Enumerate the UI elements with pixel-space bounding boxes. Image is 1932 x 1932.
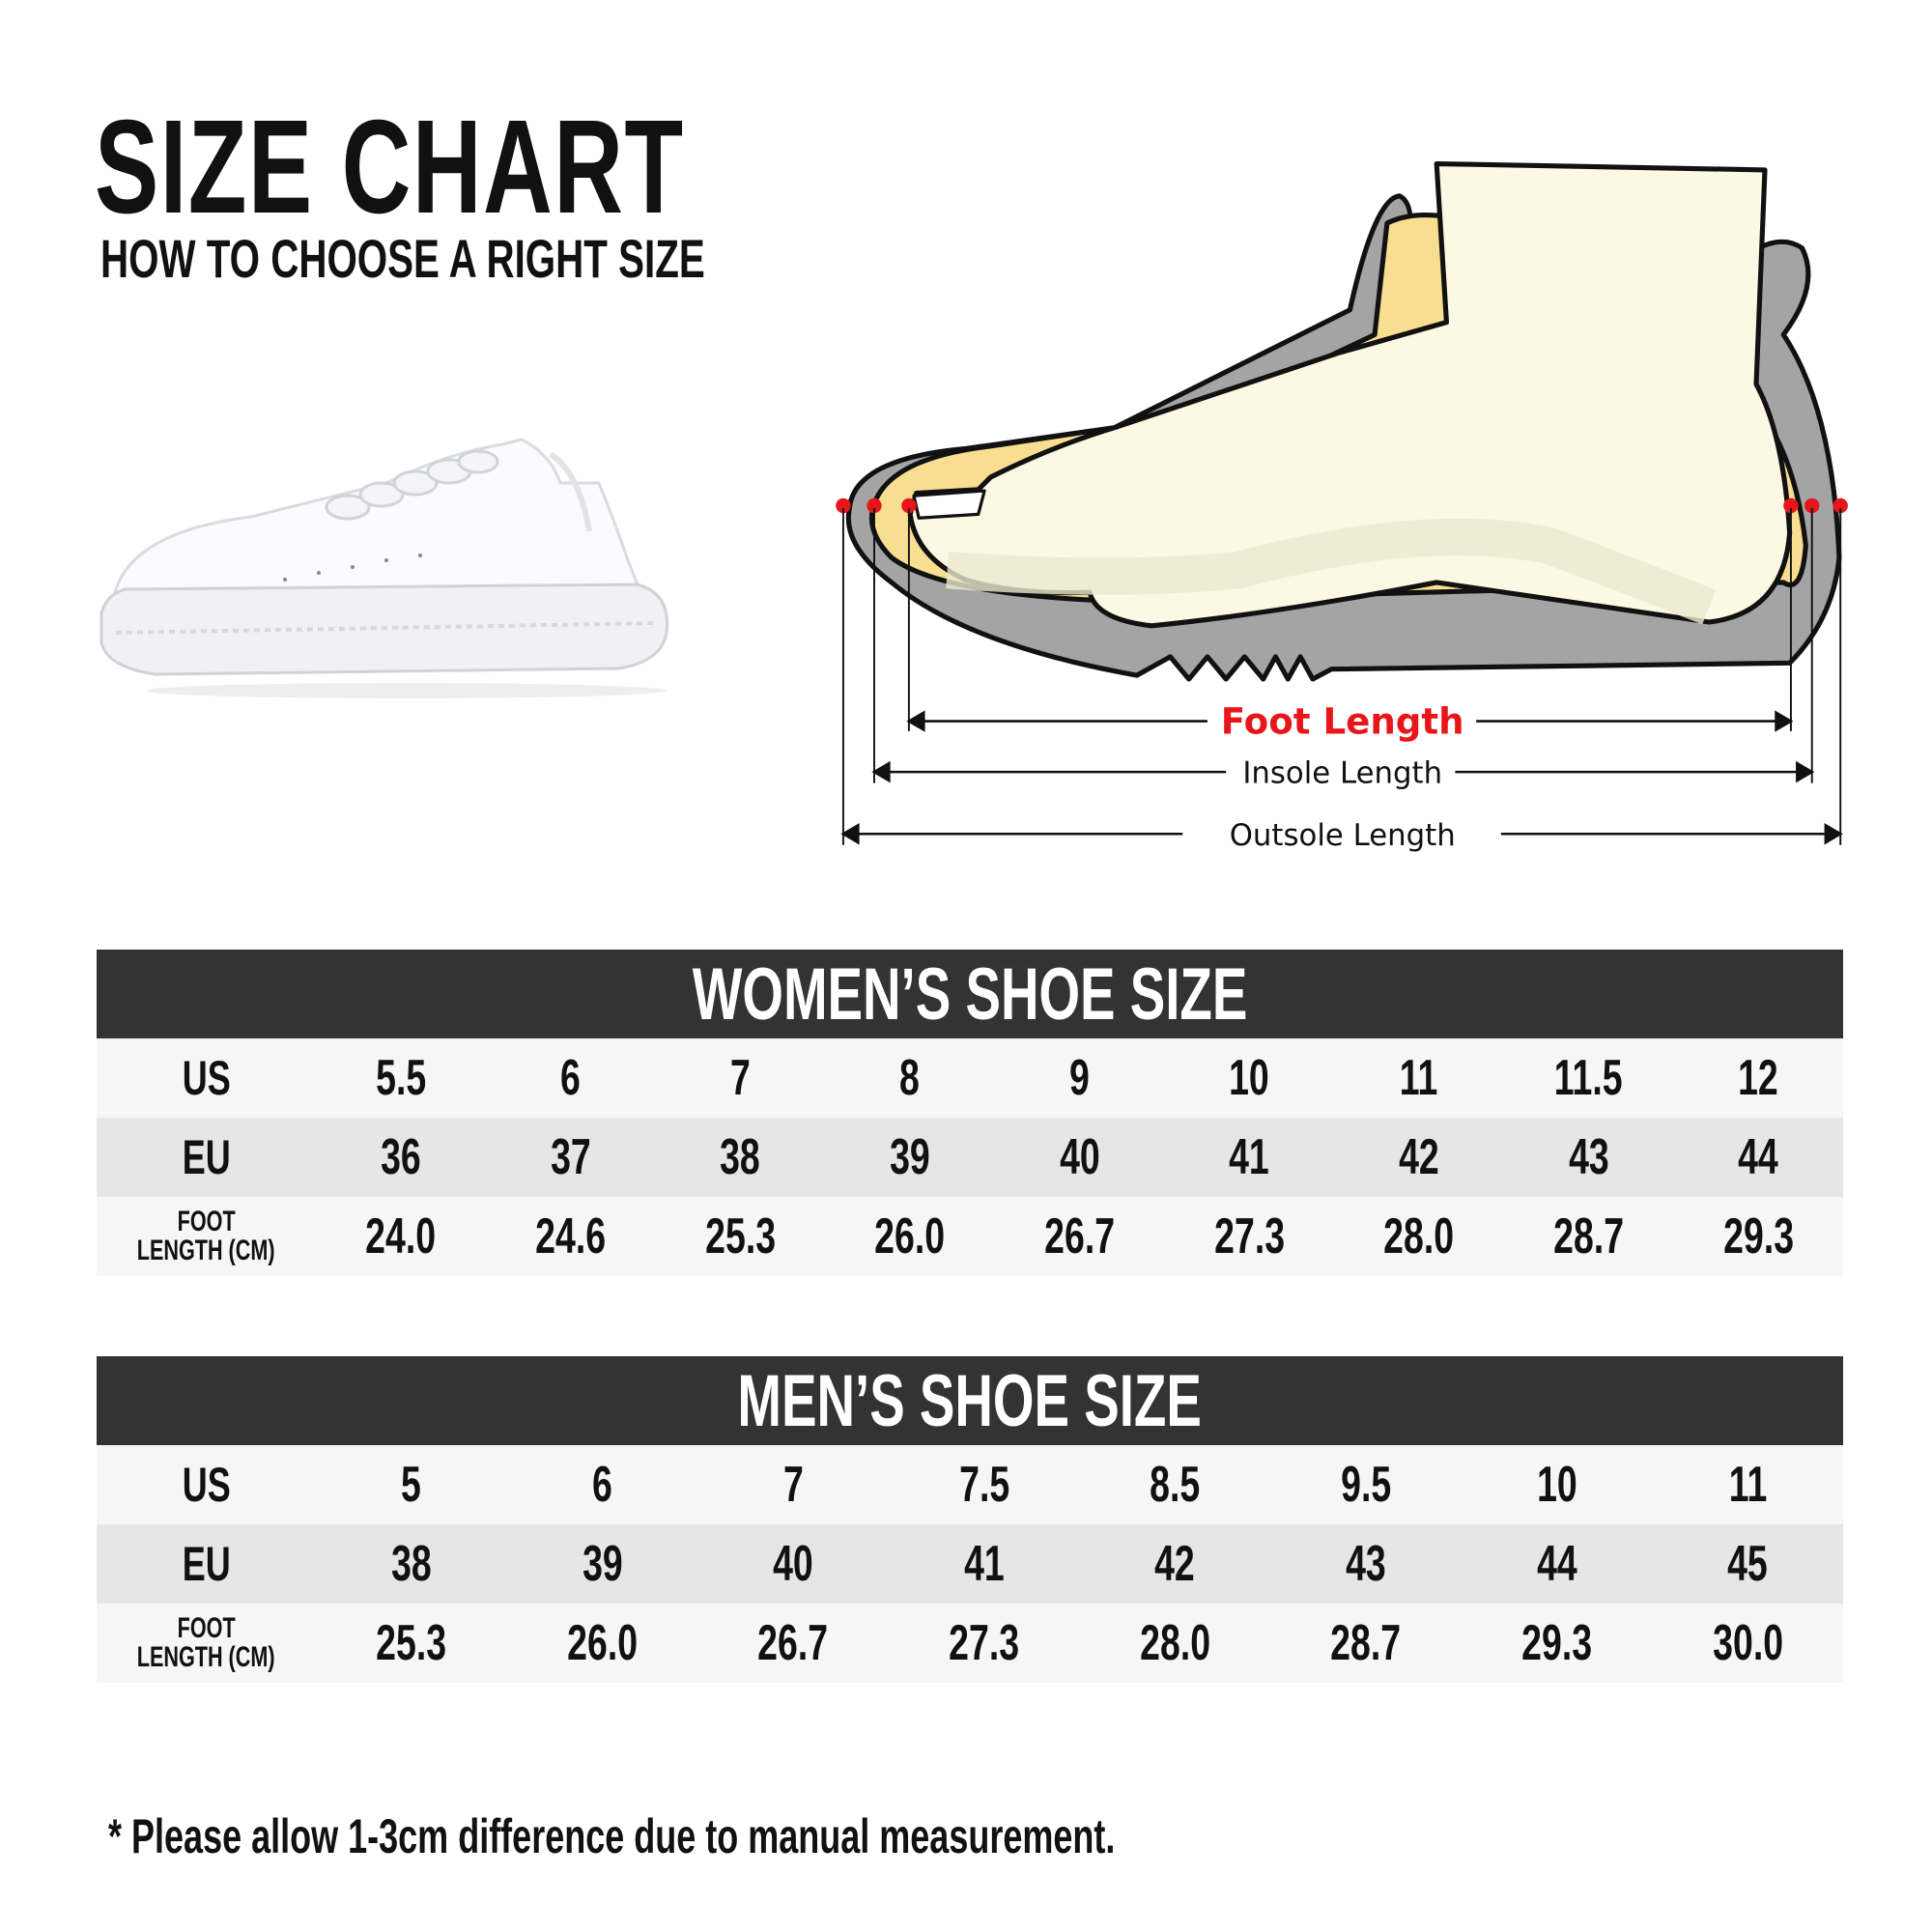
sneaker-image [99, 438, 669, 698]
size-cell: 44 [1536, 1536, 1577, 1592]
table-row-cm: FOOT LENGTH (CM) 24.0 24.6 25.3 26.0 26.7 27.3 2… [97, 1197, 1843, 1276]
size-cell: 42 [1399, 1129, 1439, 1185]
size-cell: 26.7 [757, 1615, 829, 1671]
size-cell: 43 [1346, 1536, 1386, 1592]
size-cell: 30.0 [1712, 1615, 1783, 1671]
mens-table-title: MEN’S SHOE SIZE [97, 1356, 1843, 1445]
size-cell: 10 [1229, 1050, 1270, 1106]
table-row-eu: EU 38 39 40 41 42 43 44 45 [97, 1524, 1843, 1604]
size-cell: 25.3 [376, 1615, 447, 1671]
size-cell: 7 [782, 1457, 804, 1513]
size-cell: 40 [773, 1536, 813, 1592]
size-cell: 12 [1738, 1050, 1779, 1106]
size-cell: 28.0 [1383, 1208, 1455, 1264]
size-cell: 39 [890, 1129, 930, 1185]
size-cell: 8 [899, 1050, 921, 1106]
size-cell: 5.5 [375, 1050, 426, 1106]
size-cell: 6 [560, 1050, 581, 1106]
size-cell: 42 [1154, 1536, 1196, 1592]
size-cell: 26.0 [874, 1208, 946, 1264]
size-cell: 11 [1728, 1457, 1767, 1513]
size-cell: 29.3 [1521, 1615, 1593, 1671]
size-cell: 44 [1738, 1129, 1779, 1185]
size-cell: 29.3 [1722, 1208, 1794, 1264]
outsole-length-label: Outsole Length [1230, 818, 1456, 853]
size-cell: 25.3 [704, 1208, 776, 1264]
size-cell: 6 [592, 1457, 612, 1513]
size-cell: 41 [1229, 1129, 1270, 1185]
size-cell: 28.0 [1139, 1615, 1210, 1671]
size-cell: 39 [582, 1536, 623, 1592]
womens-size-table: WOMEN’S SHOE SIZE US 5.5 6 7 8 9 10 11 11.5 12 EU… [97, 950, 1843, 1276]
size-cell: 5 [401, 1457, 422, 1513]
size-cell: 8.5 [1150, 1457, 1201, 1513]
size-cell: 26.0 [566, 1615, 638, 1671]
page-subtitle: HOW TO CHOOSE A RIGHT SIZE [100, 228, 705, 289]
size-cell: 27.3 [949, 1615, 1020, 1671]
insole-length-label: Insole Length [1242, 756, 1442, 791]
size-cell: 36 [381, 1129, 421, 1185]
table-row-us: US 5 6 7 7.5 8.5 9.5 10 11 [97, 1445, 1843, 1524]
size-cell: 11.5 [1554, 1050, 1623, 1106]
size-cell: 28.7 [1553, 1208, 1624, 1264]
size-cell: 24.6 [535, 1208, 606, 1264]
size-cell: 41 [963, 1536, 1005, 1592]
mens-size-table: MEN’S SHOE SIZE US 5 6 7 7.5 8.5 9.5 10 11 EU 38 3… [97, 1356, 1843, 1683]
size-cell: 45 [1727, 1536, 1769, 1592]
table-row-eu: EU 36 37 38 39 40 41 42 43 44 [97, 1118, 1843, 1197]
size-cell: 27.3 [1213, 1208, 1285, 1264]
size-cell: 38 [720, 1129, 760, 1185]
table-row-us: US 5.5 6 7 8 9 10 11 11.5 12 [97, 1038, 1843, 1118]
size-cell: 38 [390, 1536, 432, 1592]
size-cell: 37 [550, 1129, 591, 1185]
size-cell: 40 [1059, 1129, 1100, 1185]
foot-measurement-diagram: Foot Length Insole Length Outsole Length [836, 160, 1848, 853]
size-cell: 10 [1536, 1457, 1577, 1513]
womens-table-title: WOMEN’S SHOE SIZE [97, 950, 1843, 1038]
size-cell: 43 [1568, 1129, 1609, 1185]
size-cell: 26.7 [1044, 1208, 1115, 1264]
size-cell: 28.7 [1330, 1615, 1402, 1671]
size-cell: 9 [1069, 1050, 1090, 1106]
foot [907, 160, 1793, 629]
size-cell: 11 [1400, 1050, 1438, 1106]
size-cell: 7 [729, 1050, 751, 1106]
size-cell: 7.5 [958, 1457, 1009, 1513]
size-cell: 9.5 [1340, 1457, 1391, 1513]
table-row-cm: FOOT LENGTH (CM) 25.3 26.0 26.7 27.3 28.0 28.7 2… [97, 1604, 1843, 1683]
foot-length-label: Foot Length [1221, 699, 1464, 742]
page-title: SIZE CHART [95, 93, 685, 242]
size-cell: 24.0 [365, 1208, 437, 1264]
footnote: * Please allow 1-3cm difference due to m… [108, 1809, 1116, 1863]
